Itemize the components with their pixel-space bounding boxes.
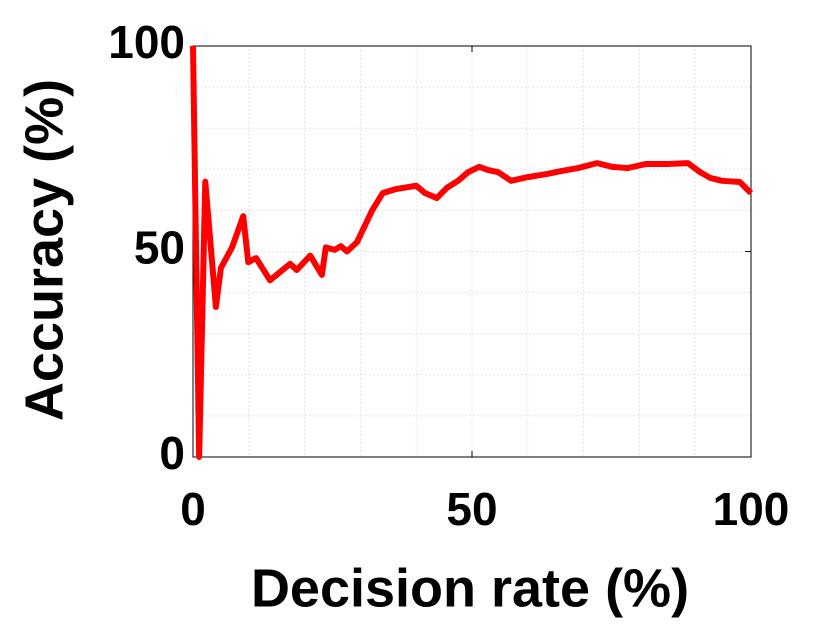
y-tick-label: 50 — [134, 222, 185, 274]
x-axis-label: Decision rate (%) — [251, 558, 689, 618]
y-axis-label: Accuracy (%) — [14, 79, 74, 421]
x-tick-label: 0 — [180, 483, 206, 535]
x-tick-label: 50 — [446, 483, 497, 535]
y-tick-label: 100 — [108, 16, 185, 68]
plot-frame — [192, 45, 752, 458]
y-tick-label: 0 — [159, 427, 185, 479]
data-line — [190, 45, 754, 460]
x-tick-label: 100 — [713, 483, 790, 535]
